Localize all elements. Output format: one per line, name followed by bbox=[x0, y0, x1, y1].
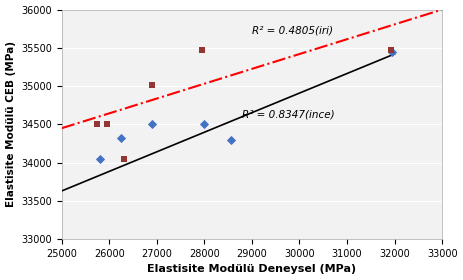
Point bbox=[200, 122, 208, 127]
Point bbox=[227, 137, 234, 142]
Text: R² = 0.8347(ince): R² = 0.8347(ince) bbox=[243, 109, 335, 119]
Y-axis label: Elastisite Modülü CEB (MPa): Elastisite Modülü CEB (MPa) bbox=[6, 41, 16, 207]
Point bbox=[118, 136, 125, 140]
Point bbox=[148, 82, 156, 87]
Point bbox=[388, 49, 396, 54]
Text: R² = 0.4805(iri): R² = 0.4805(iri) bbox=[252, 26, 333, 36]
Point bbox=[96, 157, 103, 161]
Point bbox=[148, 122, 156, 127]
X-axis label: Elastisite Modülü Deneysel (MPa): Elastisite Modülü Deneysel (MPa) bbox=[147, 264, 357, 274]
Point bbox=[387, 48, 394, 52]
Point bbox=[120, 157, 127, 161]
Point bbox=[94, 122, 101, 127]
Point bbox=[103, 122, 111, 127]
Point bbox=[198, 48, 206, 52]
